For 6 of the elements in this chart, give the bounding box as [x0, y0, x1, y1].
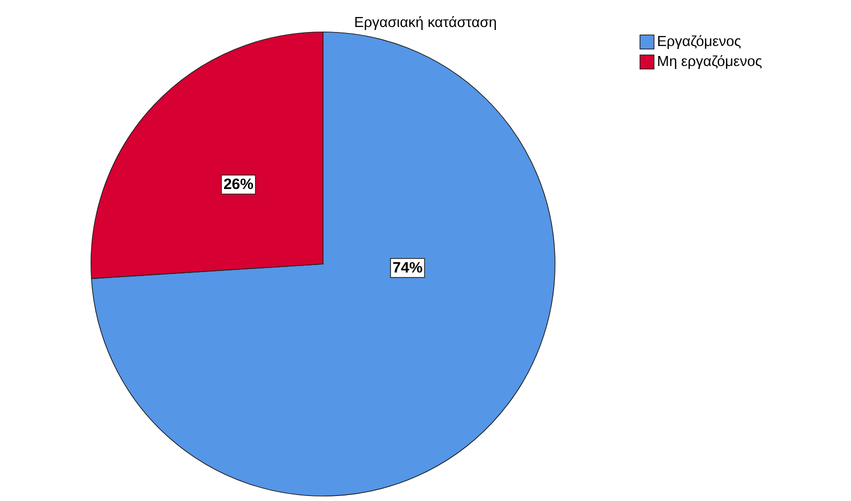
pie-slice	[91, 32, 556, 496]
data-label: 26%	[223, 176, 254, 194]
data-label: 74%	[392, 259, 423, 276]
legend-label: Εργαζόμενος	[657, 34, 742, 50]
legend-label: Μη εργαζόμενος	[657, 54, 762, 70]
chart-title: Εργασιακή κατάσταση	[354, 15, 497, 31]
